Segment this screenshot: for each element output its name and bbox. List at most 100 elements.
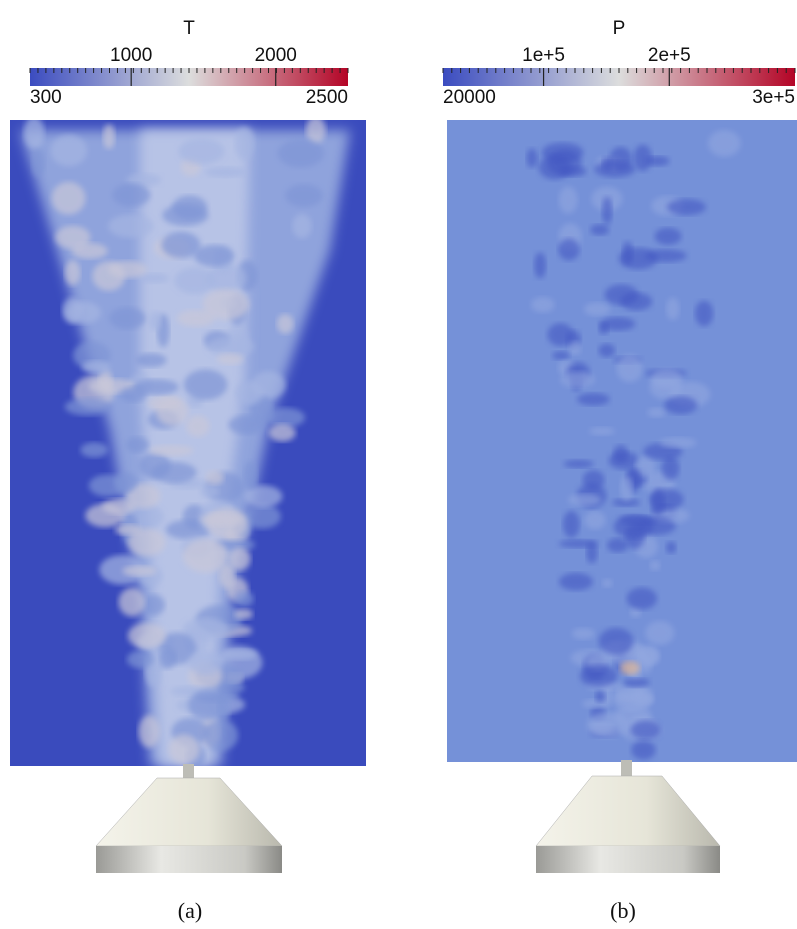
eddy: [265, 407, 306, 428]
eddy: [55, 225, 91, 250]
eddy: [577, 392, 610, 406]
eddy: [595, 690, 606, 703]
eddy: [168, 734, 200, 765]
eddy: [107, 260, 148, 279]
eddy: [654, 227, 682, 245]
eddy: [602, 196, 613, 225]
eddy: [228, 415, 266, 435]
eddy: [82, 360, 111, 373]
eddy: [534, 252, 547, 279]
eddy: [558, 539, 599, 548]
eddy: [136, 353, 167, 368]
eddy: [649, 560, 661, 571]
eddy: [122, 565, 157, 577]
colorbar-title: P: [613, 18, 626, 39]
eddy: [567, 493, 602, 506]
eddy: [547, 323, 574, 347]
nozzle: [535, 760, 721, 873]
eddy: [202, 288, 250, 320]
eddy: [268, 424, 296, 442]
eddy: [182, 538, 229, 573]
eddy: [604, 284, 639, 306]
eddy: [582, 470, 605, 490]
eddy: [64, 260, 81, 286]
eddy: [606, 538, 629, 553]
eddy: [161, 231, 201, 259]
eddy: [563, 459, 594, 469]
tick-label: 1e+5: [522, 45, 565, 66]
eddy: [107, 214, 154, 238]
eddy: [558, 186, 578, 214]
eddy: [127, 528, 166, 557]
eddy: [178, 138, 225, 165]
eddy: [598, 343, 615, 358]
eddy: [629, 606, 642, 618]
eddy: [185, 415, 210, 437]
eddy: [222, 648, 258, 661]
eddy: [618, 247, 658, 270]
eddy: [234, 127, 255, 160]
range-label: 3e+5: [752, 87, 795, 108]
eddy: [560, 371, 595, 388]
eddy: [204, 166, 247, 178]
eddy: [234, 591, 254, 607]
eddy: [126, 436, 149, 453]
eddy: [234, 608, 253, 620]
range-label: 300: [30, 87, 62, 108]
eddy: [243, 461, 258, 490]
eddy: [666, 541, 677, 554]
eddy: [51, 181, 86, 215]
caption: (b): [610, 898, 636, 923]
eddy: [659, 437, 697, 449]
eddy: [205, 470, 224, 485]
eddy: [292, 213, 312, 239]
eddy: [558, 572, 593, 591]
eddy: [598, 627, 634, 655]
eddy: [114, 524, 142, 536]
eddy: [216, 352, 244, 365]
eddy: [666, 297, 680, 321]
caption: (a): [178, 898, 202, 923]
eddy: [612, 498, 641, 507]
eddy: [708, 130, 741, 157]
eddy: [647, 407, 666, 418]
eddy: [202, 719, 239, 751]
eddy: [568, 341, 582, 355]
eddy: [651, 488, 665, 517]
eddy: [623, 678, 650, 688]
eddy: [664, 396, 698, 415]
range-label: 2500: [306, 87, 348, 108]
eddy: [645, 620, 675, 645]
eddy: [694, 300, 714, 327]
eddy: [23, 120, 45, 149]
eddy: [235, 381, 264, 405]
eddy: [571, 627, 595, 640]
eddy: [277, 139, 325, 168]
eddy: [118, 587, 146, 617]
eddy: [156, 397, 189, 426]
eddy: [199, 512, 245, 527]
eddy: [174, 267, 216, 294]
eddy: [114, 471, 137, 493]
eddy: [31, 148, 46, 178]
pressure-field: [447, 120, 797, 762]
eddy: [614, 685, 646, 701]
eddy: [587, 712, 628, 738]
eddy: [650, 368, 683, 389]
eddy: [133, 379, 179, 395]
eddy: [594, 160, 636, 178]
eddy: [661, 456, 680, 481]
eddy: [85, 503, 125, 528]
colorbar-title: T: [183, 18, 195, 39]
eddy: [112, 183, 151, 207]
eddy: [552, 351, 570, 361]
eddy: [616, 354, 643, 383]
eddy: [141, 594, 166, 616]
eddy: [558, 238, 580, 261]
eddy: [602, 156, 613, 172]
eddy: [188, 689, 225, 721]
eddy: [228, 547, 251, 571]
eddy: [127, 622, 166, 649]
eddy: [626, 587, 658, 610]
eddy: [590, 224, 610, 236]
